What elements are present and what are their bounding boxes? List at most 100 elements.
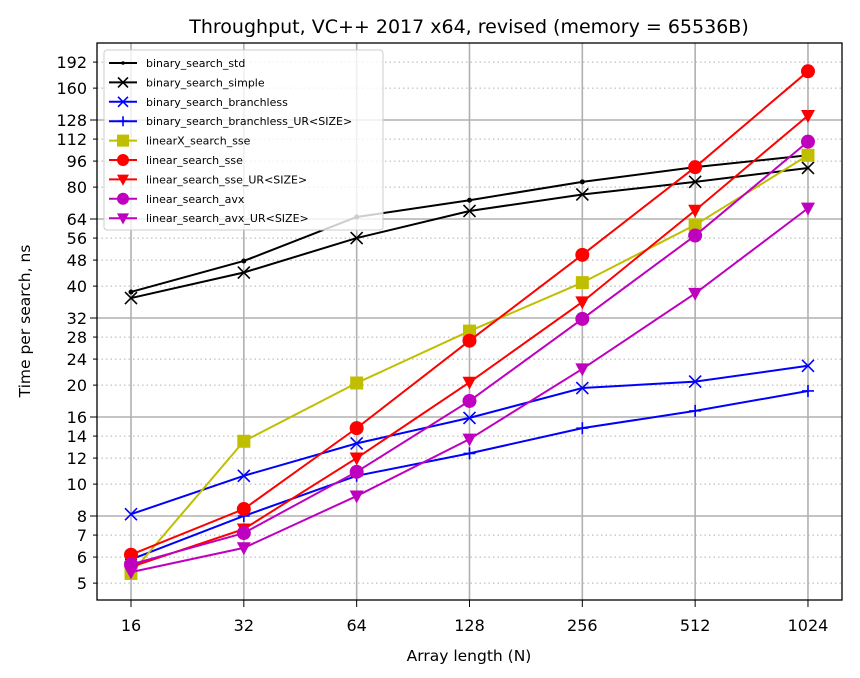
y-tick-label: 40 bbox=[67, 277, 87, 296]
y-tick-label: 14 bbox=[67, 427, 87, 446]
y-tick-label: 48 bbox=[67, 251, 87, 270]
x-marker-stroke bbox=[801, 161, 815, 175]
legend-marker bbox=[117, 213, 129, 225]
data-point bbox=[462, 411, 477, 425]
data-point bbox=[801, 161, 815, 175]
data-point bbox=[801, 384, 814, 397]
series-linear-search-sse bbox=[124, 64, 815, 562]
x-marker-stroke bbox=[688, 375, 702, 389]
legend-label: binary_search_branchless_UR<SIZE> bbox=[146, 115, 352, 128]
legend-item: binary_search_simple bbox=[109, 76, 265, 89]
data-point bbox=[350, 231, 364, 245]
y-tick-label: 8 bbox=[77, 507, 87, 526]
data-point bbox=[800, 64, 815, 79]
data-point bbox=[575, 276, 589, 290]
series-linear-search-avx-ur-size- bbox=[124, 202, 815, 580]
data-point bbox=[463, 447, 476, 460]
legend-item: linearX_search_sse bbox=[109, 134, 251, 148]
x-tick-label: 128 bbox=[454, 616, 485, 635]
legend-label: linear_search_avx bbox=[146, 193, 245, 206]
data-point bbox=[350, 436, 364, 450]
legend-item: binary_search_branchless bbox=[109, 96, 288, 109]
legend-label: linear_search_sse_UR<SIZE> bbox=[146, 173, 307, 186]
y-tick-label: 7 bbox=[77, 526, 87, 545]
axes: 5678101214162024283240485664809611212816… bbox=[56, 42, 843, 635]
legend-item: binary_search_std bbox=[109, 57, 245, 70]
x-axis-label: Array length (N) bbox=[407, 647, 532, 665]
data-point bbox=[689, 404, 702, 417]
data-point bbox=[349, 421, 364, 436]
data-point bbox=[462, 393, 477, 408]
y-tick-label: 128 bbox=[56, 111, 87, 130]
data-point bbox=[462, 376, 477, 390]
legend-label: binary_search_std bbox=[146, 57, 245, 70]
data-point bbox=[349, 452, 364, 466]
data-point bbox=[462, 324, 476, 338]
x-tick-label: 16 bbox=[121, 616, 141, 635]
x-marker-stroke bbox=[350, 231, 364, 245]
data-point bbox=[236, 526, 251, 541]
y-tick-label: 16 bbox=[67, 408, 87, 427]
plus-marker-stroke bbox=[118, 116, 128, 127]
data-point bbox=[575, 247, 590, 262]
legend-item: linear_search_sse_UR<SIZE> bbox=[109, 173, 307, 186]
x-tick-label: 256 bbox=[567, 616, 598, 635]
x-marker-stroke bbox=[462, 411, 477, 425]
data-point bbox=[575, 187, 589, 202]
y-tick-label: 96 bbox=[67, 152, 87, 171]
data-point bbox=[688, 218, 702, 232]
data-point bbox=[124, 547, 138, 562]
x-marker-stroke bbox=[462, 204, 477, 218]
y-tick-label: 12 bbox=[67, 449, 87, 468]
legend-marker bbox=[117, 192, 129, 205]
y-tick-label: 64 bbox=[67, 210, 87, 229]
x-marker-stroke bbox=[575, 187, 589, 202]
legend-item: linear_search_avx_UR<SIZE> bbox=[109, 212, 309, 225]
data-point bbox=[688, 228, 703, 243]
y-tick-label: 32 bbox=[67, 309, 87, 328]
data-point bbox=[237, 469, 251, 483]
x-tick-label: 1024 bbox=[788, 616, 829, 635]
legend-marker bbox=[117, 76, 129, 88]
data-point bbox=[688, 287, 703, 301]
y-tick-label: 28 bbox=[67, 328, 87, 347]
data-point bbox=[349, 490, 364, 504]
legend-marker bbox=[117, 134, 129, 147]
legend-marker bbox=[118, 116, 128, 127]
legend-label: linearX_search_sse bbox=[146, 135, 251, 148]
x-tick-label: 64 bbox=[346, 616, 366, 635]
y-tick-label: 160 bbox=[56, 79, 87, 98]
plus-marker-stroke bbox=[576, 422, 589, 435]
plus-marker-stroke bbox=[689, 404, 702, 417]
legend-item: binary_search_branchless_UR<SIZE> bbox=[109, 115, 352, 128]
plus-marker-stroke bbox=[463, 447, 476, 460]
data-point bbox=[349, 464, 364, 479]
data-point bbox=[237, 434, 251, 448]
x-marker-stroke bbox=[688, 175, 702, 189]
legend-marker bbox=[117, 174, 129, 186]
data-point bbox=[800, 134, 815, 149]
y-tick-label: 112 bbox=[56, 130, 87, 149]
data-point bbox=[462, 333, 477, 348]
y-tick-label: 20 bbox=[67, 376, 87, 395]
y-tick-label: 56 bbox=[67, 229, 87, 248]
data-point bbox=[237, 265, 251, 280]
data-point bbox=[688, 175, 702, 189]
data-point bbox=[350, 376, 364, 390]
x-marker-stroke bbox=[237, 469, 251, 483]
data-point bbox=[575, 296, 590, 310]
data-point bbox=[124, 291, 138, 305]
data-point bbox=[466, 197, 472, 203]
data-point bbox=[688, 204, 703, 218]
legend-marker bbox=[121, 61, 125, 65]
data-point bbox=[801, 359, 815, 373]
data-point bbox=[575, 311, 590, 326]
data-point bbox=[128, 289, 134, 295]
y-axis-label: Time per search, ns bbox=[16, 245, 34, 399]
x-tick-label: 32 bbox=[234, 616, 254, 635]
data-point bbox=[800, 110, 815, 123]
data-point bbox=[462, 204, 477, 218]
plot-frame bbox=[96, 42, 843, 601]
x-marker-stroke bbox=[117, 96, 129, 108]
